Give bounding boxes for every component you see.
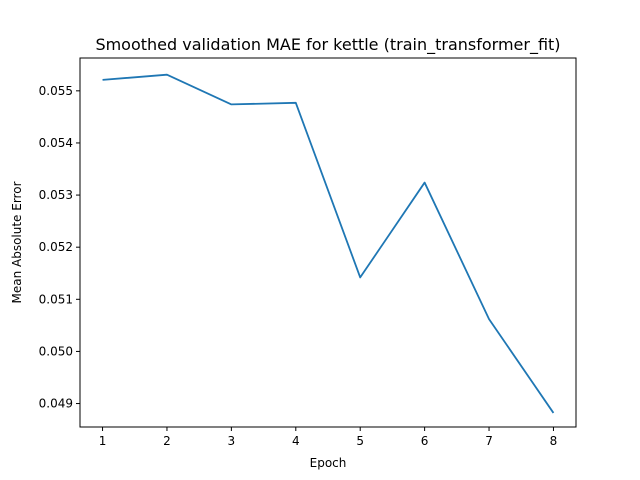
x-tick-label: 2 — [163, 434, 171, 448]
y-tick-label: 0.052 — [39, 240, 73, 254]
x-tick-label: 3 — [228, 434, 236, 448]
y-tick-label: 0.055 — [39, 84, 73, 98]
y-tick-label: 0.051 — [39, 292, 73, 306]
axes-frame — [79, 57, 577, 428]
x-tick-label: 7 — [485, 434, 493, 448]
series-line-0 — [102, 73, 555, 414]
plot-area — [102, 73, 555, 414]
x-tick-label: 6 — [421, 434, 429, 448]
x-axis: 1 2 3 4 5 6 7 8 — [99, 427, 558, 448]
x-axis-label: Epoch — [310, 456, 347, 470]
x-tick-label: 1 — [99, 434, 107, 448]
y-tick-label: 0.054 — [39, 136, 73, 150]
y-tick-label: 0.053 — [39, 188, 73, 202]
x-tick-label: 8 — [550, 434, 558, 448]
y-tick-label: 0.050 — [39, 344, 73, 358]
y-axis-label: Mean Absolute Error — [10, 181, 24, 303]
y-axis: 0.049 0.050 0.051 0.052 0.053 0.054 0.055 — [39, 84, 80, 411]
x-tick-label: 4 — [292, 434, 300, 448]
x-tick-label: 5 — [356, 434, 364, 448]
chart-title: Smoothed validation MAE for kettle (trai… — [95, 35, 560, 55]
y-tick-label: 0.049 — [39, 397, 73, 411]
